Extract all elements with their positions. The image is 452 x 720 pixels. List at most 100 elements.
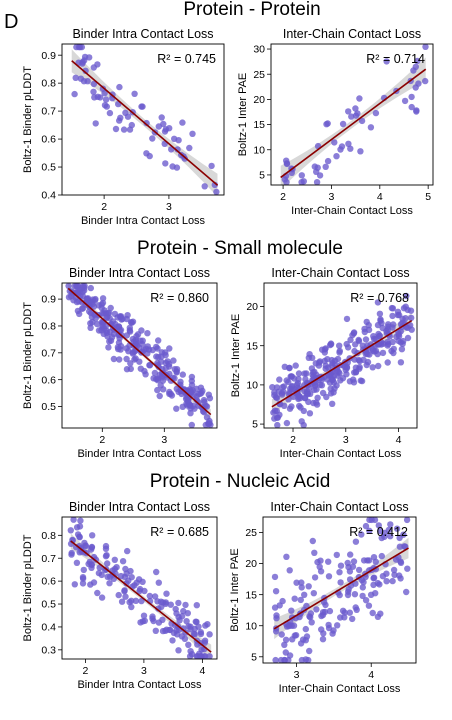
data-point xyxy=(109,318,117,325)
data-point xyxy=(325,624,333,632)
data-point xyxy=(364,350,371,358)
data-point xyxy=(165,360,173,368)
confidence-band xyxy=(280,57,426,185)
data-point xyxy=(135,576,143,583)
plot-title: Binder Intra Contact Loss xyxy=(72,27,213,41)
data-point xyxy=(169,637,176,644)
scatter-panel-psm_inter: 2 3 4 5 10 15 20 Inter-Chain Contact Loss Inter-… xyxy=(230,266,418,460)
data-point xyxy=(167,377,175,384)
data-point xyxy=(346,576,354,583)
data-point xyxy=(274,421,281,428)
data-point xyxy=(389,324,396,331)
data-point xyxy=(301,394,309,402)
data-point xyxy=(155,123,162,130)
data-point xyxy=(129,350,137,357)
data-point xyxy=(415,80,422,87)
data-point xyxy=(80,566,88,574)
data-point xyxy=(288,607,295,614)
data-point xyxy=(359,592,366,600)
data-point xyxy=(365,326,373,334)
data-point xyxy=(375,330,382,338)
data-point xyxy=(347,145,354,152)
y-tick-label: 0.6 xyxy=(41,576,56,588)
data-point xyxy=(197,630,205,638)
data-point xyxy=(283,157,290,164)
data-point xyxy=(95,569,103,577)
data-point xyxy=(77,517,84,524)
data-point xyxy=(325,573,333,580)
data-point xyxy=(191,625,198,633)
y-tick-label: 0.8 xyxy=(41,78,56,90)
data-point xyxy=(104,310,112,317)
data-point xyxy=(174,146,181,153)
data-point xyxy=(180,607,187,615)
data-point xyxy=(158,114,165,121)
data-point xyxy=(378,534,385,542)
data-point xyxy=(400,531,407,538)
data-point xyxy=(313,606,320,613)
data-point xyxy=(76,310,83,318)
data-point xyxy=(122,593,129,600)
data-point xyxy=(352,105,359,112)
data-point xyxy=(167,601,174,608)
data-point xyxy=(319,346,326,353)
data-point xyxy=(355,356,362,364)
plot-area xyxy=(271,517,411,663)
data-point xyxy=(370,574,378,581)
data-point xyxy=(279,597,286,605)
data-point xyxy=(101,90,108,97)
data-point xyxy=(166,345,173,352)
data-point xyxy=(329,400,336,407)
data-point xyxy=(101,102,109,109)
data-point xyxy=(306,351,313,358)
y-tick-label: 5 xyxy=(252,419,258,431)
y-tick-label: 0.4 xyxy=(41,190,56,202)
data-point xyxy=(123,332,131,339)
data-point xyxy=(297,596,304,604)
data-point xyxy=(152,627,159,634)
x-tick-label: 4 xyxy=(199,665,205,677)
data-point xyxy=(272,656,279,663)
data-point xyxy=(349,615,356,623)
data-point xyxy=(87,284,95,292)
data-point xyxy=(302,625,309,633)
data-point xyxy=(295,370,303,377)
data-point xyxy=(369,364,376,371)
data-point xyxy=(359,584,366,591)
data-point xyxy=(175,599,182,607)
x-axis-label: Inter-Chain Contact Loss xyxy=(291,205,413,217)
data-point xyxy=(283,553,290,560)
data-point xyxy=(183,618,190,625)
y-tick-label: 0.9 xyxy=(41,294,56,306)
data-point xyxy=(173,610,180,617)
data-point xyxy=(179,119,186,126)
data-point xyxy=(374,299,382,306)
y-axis-label: Boltz-1 Inter PAE xyxy=(229,548,241,632)
data-point xyxy=(288,403,295,410)
data-point xyxy=(337,579,344,586)
data-point xyxy=(118,598,126,605)
data-point xyxy=(346,568,354,575)
data-point xyxy=(136,585,144,593)
y-tick-label: 0.3 xyxy=(41,644,56,656)
data-point xyxy=(346,609,353,616)
data-point xyxy=(390,566,398,574)
y-tick-label: 0.5 xyxy=(41,162,56,174)
data-point xyxy=(325,364,332,371)
data-point xyxy=(365,557,373,564)
data-point xyxy=(344,559,351,567)
data-point xyxy=(196,653,204,659)
data-point xyxy=(114,314,121,321)
data-point xyxy=(79,574,87,581)
data-point xyxy=(71,581,79,588)
data-point xyxy=(193,602,200,609)
data-point xyxy=(282,636,290,643)
data-point xyxy=(282,649,289,656)
data-point xyxy=(349,331,356,339)
data-point xyxy=(155,605,162,612)
data-point xyxy=(163,626,170,633)
data-point xyxy=(292,632,300,639)
section-title-protein-nucleic-acid: Protein - Nucleic Acid xyxy=(150,471,331,492)
data-point xyxy=(344,344,352,351)
data-point xyxy=(403,292,410,300)
